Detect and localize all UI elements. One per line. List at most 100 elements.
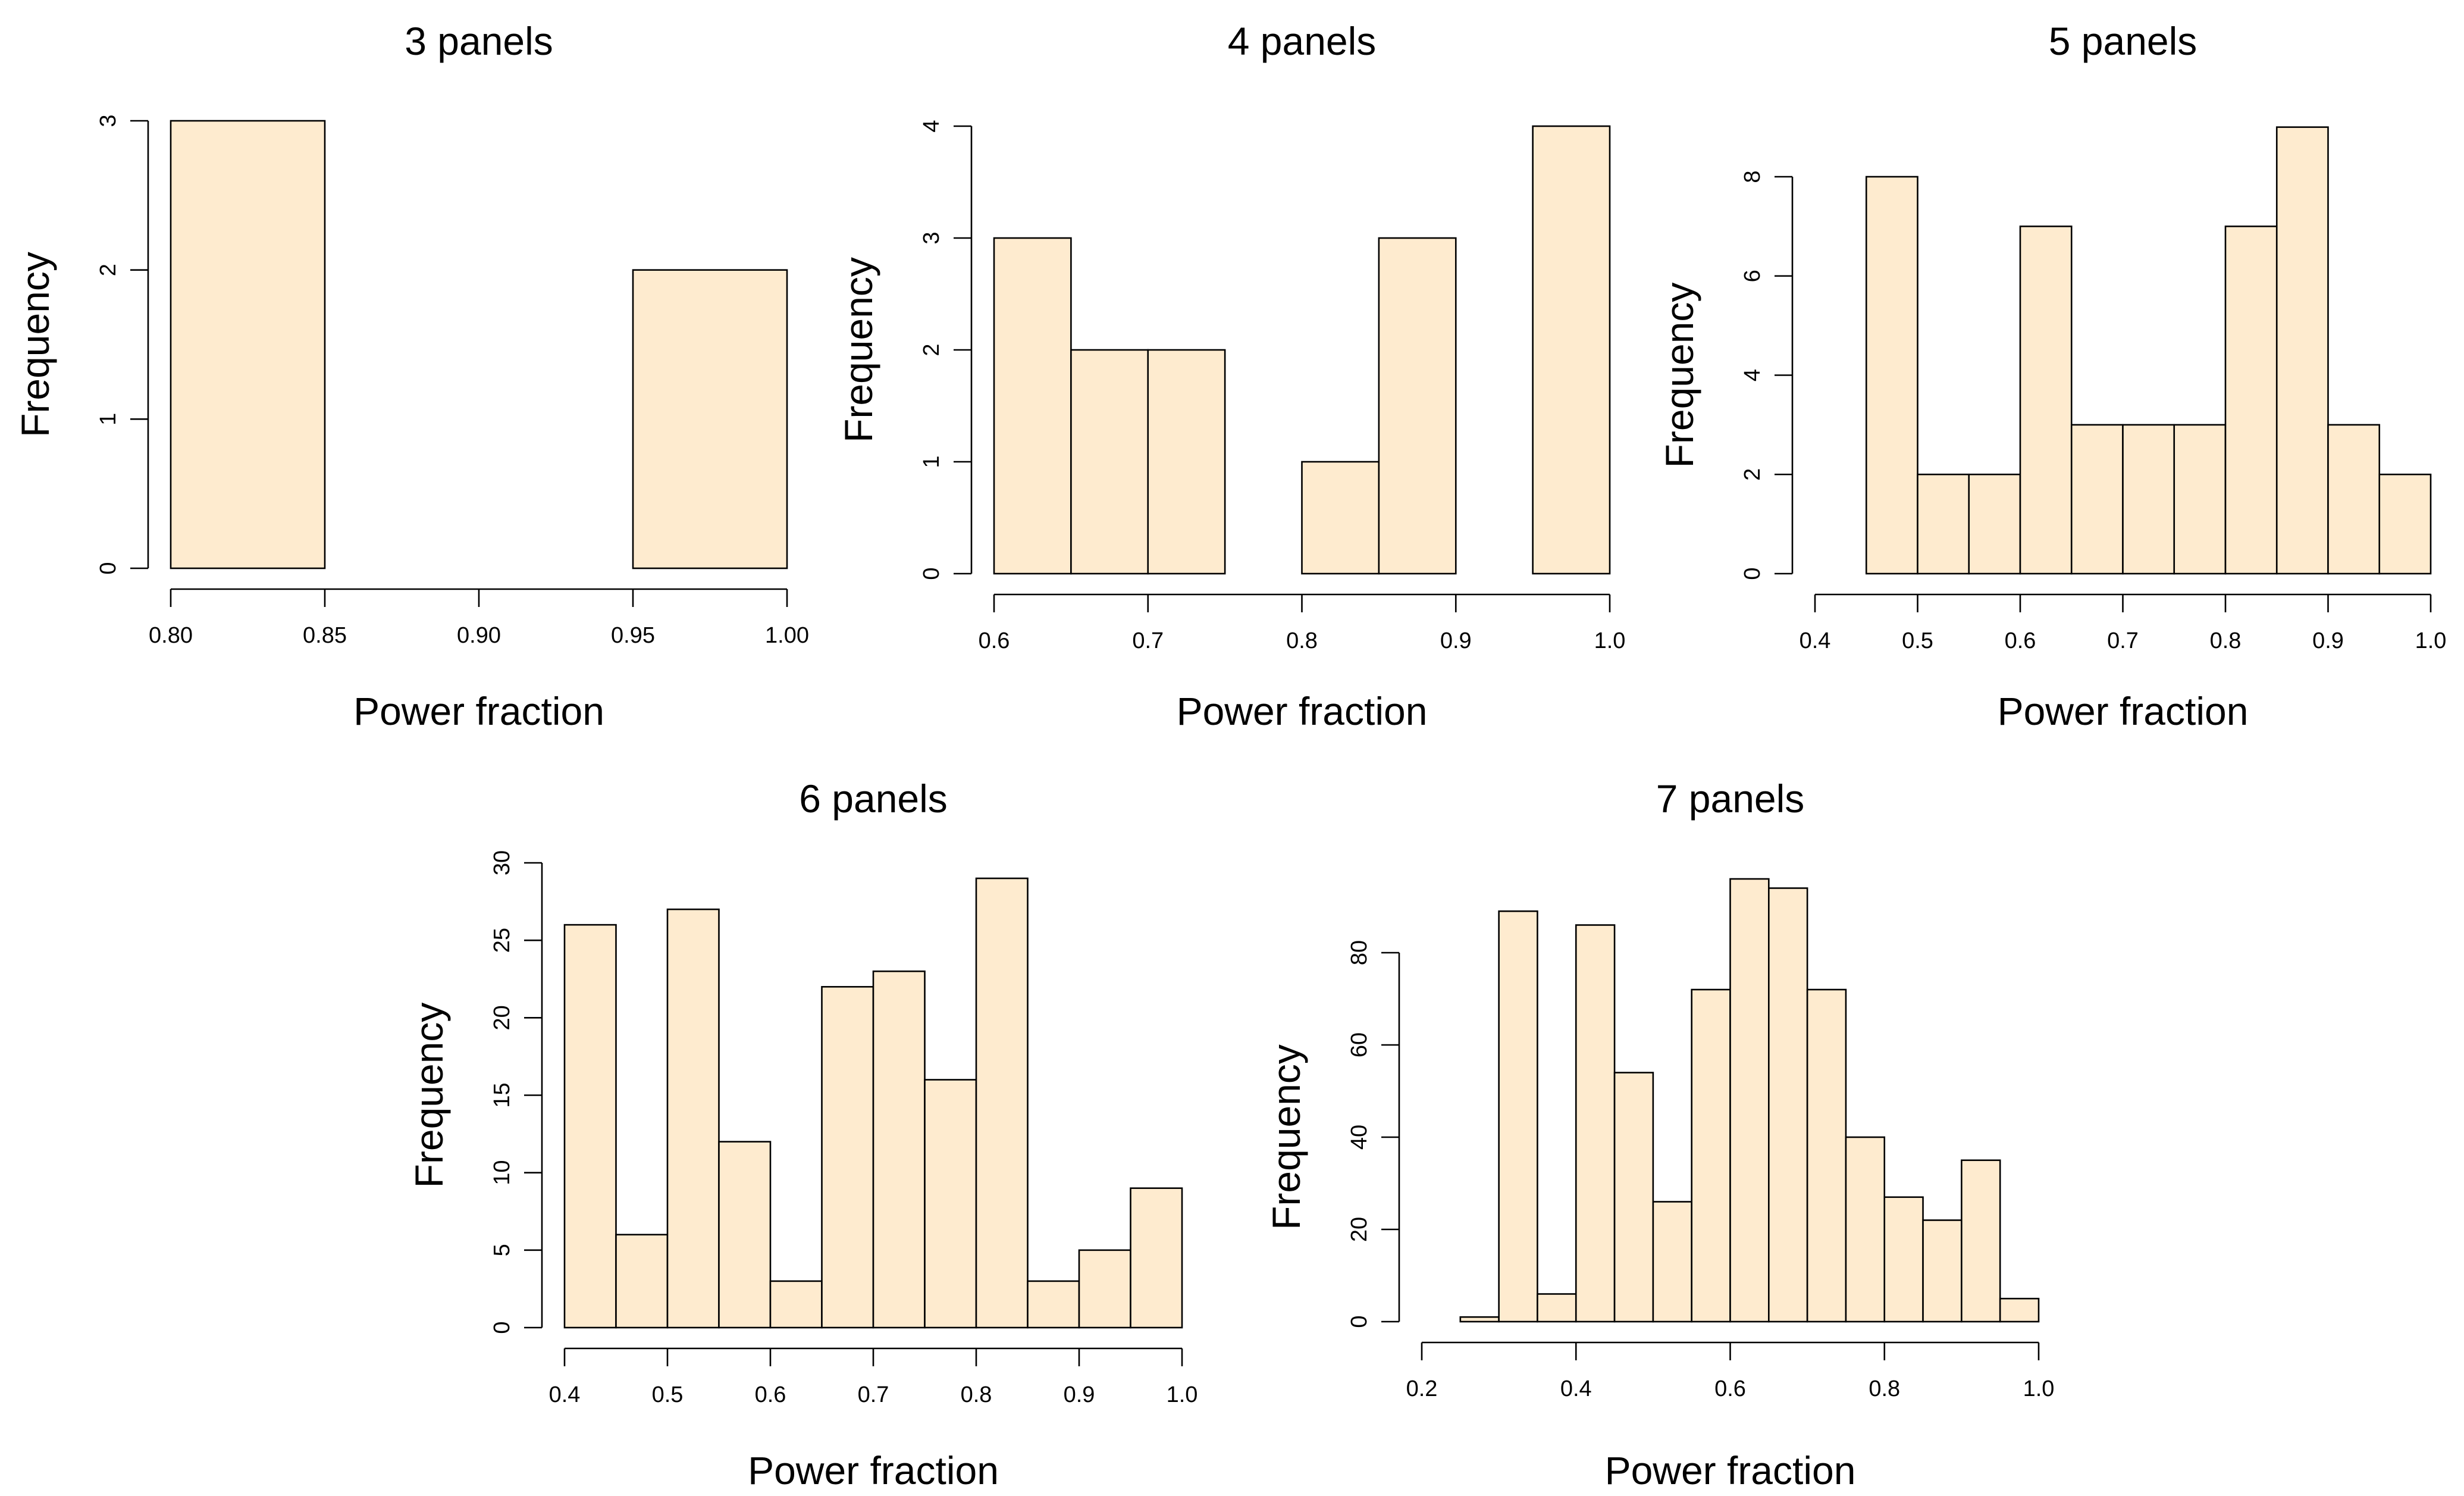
x-tick-label: 0.9 bbox=[1440, 628, 1472, 653]
histogram-bar bbox=[632, 269, 788, 569]
x-tick-label: 0.8 bbox=[961, 1382, 992, 1407]
histogram-bar bbox=[1575, 924, 1616, 1323]
chart-title: 5 panels bbox=[2049, 19, 2197, 63]
histogram-panel: 0.4 0.5 0.6 0.7 0.8 0.9 1.0 0 2 4 6 8 5 panels Power … bbox=[1657, 19, 2446, 733]
histogram-panel: 0.4 0.5 0.6 0.7 0.8 0.9 1.0 0 5 10 15 20 25 30 6 panel… bbox=[407, 777, 1197, 1492]
y-tick-label: 2 bbox=[1740, 468, 1765, 481]
x-tick-label: 0.4 bbox=[1800, 628, 1831, 653]
histogram-panel: 0.2 0.4 0.6 0.8 1.0 0 20 40 60 80 7 panels Power fr… bbox=[1264, 777, 2054, 1492]
x-tick-label: 0.9 bbox=[2312, 628, 2344, 653]
histogram-bar bbox=[1865, 176, 1918, 575]
x-tick-label: 1.0 bbox=[2415, 628, 2447, 653]
y-tick-label: 80 bbox=[1347, 940, 1372, 965]
histogram-bar bbox=[2019, 226, 2073, 575]
y-tick-label: 1 bbox=[96, 413, 121, 425]
histogram-bar bbox=[769, 1280, 823, 1329]
x-tick-label: 0.85 bbox=[303, 623, 347, 648]
y-tick-label: 1 bbox=[919, 455, 944, 468]
y-tick-label: 0 bbox=[1740, 567, 1765, 580]
histogram-bar bbox=[563, 924, 617, 1329]
x-tick-label: 1.0 bbox=[1594, 628, 1626, 653]
y-axis-label: Frequency bbox=[407, 1003, 451, 1188]
y-tick-label: 6 bbox=[1740, 270, 1765, 282]
x-tick-label: 1.0 bbox=[2023, 1376, 2055, 1401]
histogram-bar bbox=[718, 1141, 772, 1329]
x-tick-label: 0.4 bbox=[549, 1382, 581, 1407]
y-tick-label: 20 bbox=[490, 1005, 515, 1030]
x-tick-label: 0.80 bbox=[149, 623, 193, 648]
histogram-bar bbox=[2122, 424, 2175, 575]
x-axis-label: Power fraction bbox=[1998, 689, 2249, 733]
x-axis-label: Power fraction bbox=[748, 1448, 999, 1492]
histogram-bar bbox=[1917, 473, 1970, 575]
histogram-bar bbox=[2378, 473, 2432, 575]
x-tick-label: 1.0 bbox=[1167, 1382, 1198, 1407]
histogram-bar bbox=[1729, 878, 1770, 1323]
histogram-bar bbox=[615, 1234, 669, 1329]
histogram-bar bbox=[975, 877, 1029, 1329]
y-axis-label: Frequency bbox=[13, 252, 57, 437]
y-tick-label: 20 bbox=[1347, 1217, 1372, 1242]
y-tick-label: 2 bbox=[919, 343, 944, 356]
histogram-bar bbox=[872, 970, 926, 1329]
x-tick-label: 0.5 bbox=[652, 1382, 684, 1407]
x-axis-label: Power fraction bbox=[353, 689, 604, 733]
histogram-bar bbox=[1613, 1072, 1654, 1323]
histogram-bar bbox=[1768, 887, 1808, 1323]
x-tick-label: 0.8 bbox=[1286, 628, 1318, 653]
y-tick-label: 4 bbox=[1740, 369, 1765, 381]
x-tick-label: 0.90 bbox=[457, 623, 501, 648]
x-tick-label: 1.00 bbox=[765, 623, 809, 648]
x-tick-label: 0.4 bbox=[1560, 1376, 1592, 1401]
y-axis-label: Frequency bbox=[1657, 283, 1701, 468]
histogram-panel: 0.80 0.85 0.90 0.95 1.00 0 1 2 3 3 panels Power fr… bbox=[13, 19, 809, 733]
x-tick-label: 0.6 bbox=[979, 628, 1010, 653]
y-tick-label: 60 bbox=[1347, 1032, 1372, 1057]
x-tick-label: 0.8 bbox=[1869, 1376, 1900, 1401]
y-tick-label: 15 bbox=[490, 1082, 515, 1107]
chart-title: 6 panels bbox=[799, 777, 948, 821]
x-axis-label: Power fraction bbox=[1605, 1448, 1856, 1492]
x-tick-label: 0.7 bbox=[1132, 628, 1164, 653]
x-tick-label: 0.95 bbox=[611, 623, 655, 648]
y-tick-label: 40 bbox=[1347, 1125, 1372, 1150]
histogram-bar bbox=[1378, 237, 1457, 575]
x-tick-label: 0.5 bbox=[1902, 628, 1933, 653]
y-tick-label: 4 bbox=[919, 120, 944, 132]
y-tick-label: 0 bbox=[919, 567, 944, 580]
y-tick-label: 5 bbox=[490, 1244, 515, 1256]
histogram-bar bbox=[1130, 1187, 1183, 1329]
histogram-bar bbox=[1027, 1280, 1080, 1329]
chart-title: 7 panels bbox=[1656, 777, 1805, 821]
histogram-bar bbox=[1147, 349, 1226, 575]
x-tick-label: 0.7 bbox=[858, 1382, 889, 1407]
y-tick-label: 30 bbox=[490, 850, 515, 875]
histogram-bar bbox=[821, 985, 874, 1329]
histogram-bar bbox=[1691, 988, 1731, 1323]
histogram-bar bbox=[1070, 349, 1149, 575]
x-tick-label: 0.6 bbox=[1714, 1376, 1746, 1401]
x-axis-label: Power fraction bbox=[1177, 689, 1428, 733]
histogram-panel: 0.6 0.7 0.8 0.9 1.0 0 1 2 3 4 4 panels Power fracti… bbox=[836, 19, 1625, 733]
histogram-bar bbox=[993, 237, 1072, 575]
y-axis-label: Frequency bbox=[836, 257, 880, 443]
histogram-bar bbox=[1999, 1297, 2040, 1323]
histogram-bar bbox=[1498, 910, 1538, 1323]
histogram-bar bbox=[170, 120, 326, 569]
y-tick-label: 25 bbox=[490, 928, 515, 953]
y-tick-label: 2 bbox=[96, 264, 121, 276]
histogram-bar bbox=[1968, 473, 2021, 575]
histogram-bar bbox=[666, 908, 720, 1329]
histogram-bar bbox=[924, 1079, 977, 1329]
histogram-bar bbox=[1961, 1159, 2001, 1323]
chart-title: 3 panels bbox=[405, 19, 553, 63]
x-tick-label: 0.8 bbox=[2210, 628, 2242, 653]
y-tick-label: 10 bbox=[490, 1160, 515, 1185]
y-tick-label: 3 bbox=[96, 114, 121, 127]
histogram-bar bbox=[1532, 125, 1611, 575]
x-tick-label: 0.2 bbox=[1406, 1376, 1438, 1401]
y-tick-label: 3 bbox=[919, 231, 944, 244]
histogram-bar bbox=[1806, 988, 1847, 1323]
histogram-bar bbox=[2275, 126, 2329, 575]
